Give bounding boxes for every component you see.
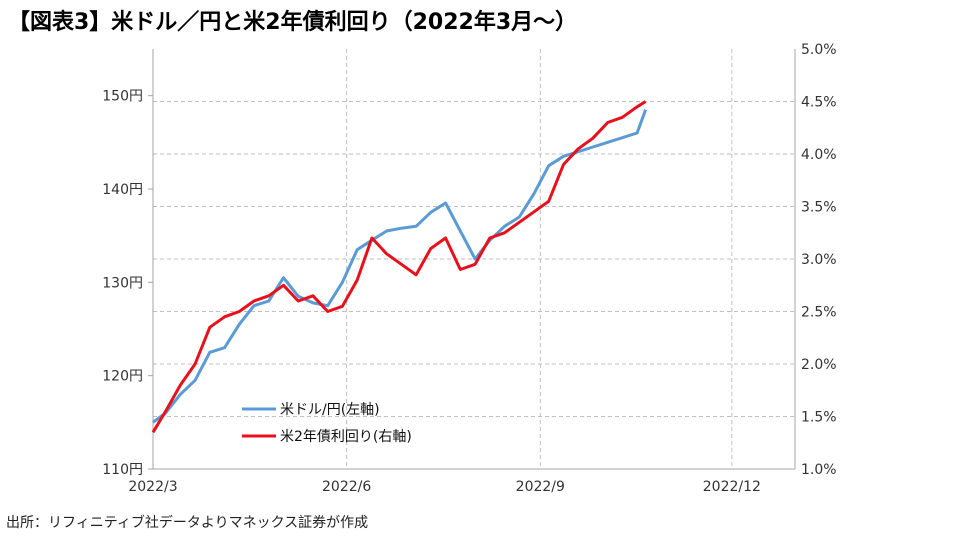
y-right-tick-label: 2.0% [801,357,837,373]
axes: 2022/3 2022/6 2022/9 2022/12 1.0% 1.5% 2.0% 2.5… [102,42,836,495]
y-right-tick-label: 1.0% [801,462,837,478]
legend-label: 米2年債利回り(右軸) [280,429,412,445]
x-tick-label: 2022/12 [703,479,761,495]
series-lines [151,100,648,434]
y-right-tick-label: 3.5% [801,200,837,216]
legend: 米ドル/円(左軸) 米2年債利回り(右軸) [242,402,412,445]
y-left-tick-label: 130円 [102,275,143,291]
x-tick-label: 2022/9 [516,479,565,495]
source-note: 出所：リフィニティブ社データよりマネックス証券が作成 [6,515,369,531]
series-usdjpy-line [152,109,648,424]
y-right-tick-label: 1.5% [801,410,837,426]
y-right-tick-label: 4.5% [801,95,837,111]
y-left-tick-label: 140円 [102,182,143,198]
y-right-tick-label: 2.5% [801,305,837,321]
chart-title: 【図表3】米ドル／円と米2年債利回り（2022年3月～） [8,10,578,35]
y-left-tick-label: 150円 [102,89,143,105]
y-right-tick-label: 5.0% [801,42,837,58]
series-us2y-line [151,100,647,434]
y-right-tick-label: 3.0% [801,252,837,268]
y-right-tick-label: 4.0% [801,147,837,163]
x-tick-label: 2022/3 [128,479,177,495]
y-left-tick-label: 110円 [102,462,143,478]
y-left-tick-label: 120円 [102,369,143,385]
x-tick-label: 2022/6 [322,479,371,495]
legend-label: 米ドル/円(左軸) [280,402,380,418]
gridlines [153,49,795,469]
